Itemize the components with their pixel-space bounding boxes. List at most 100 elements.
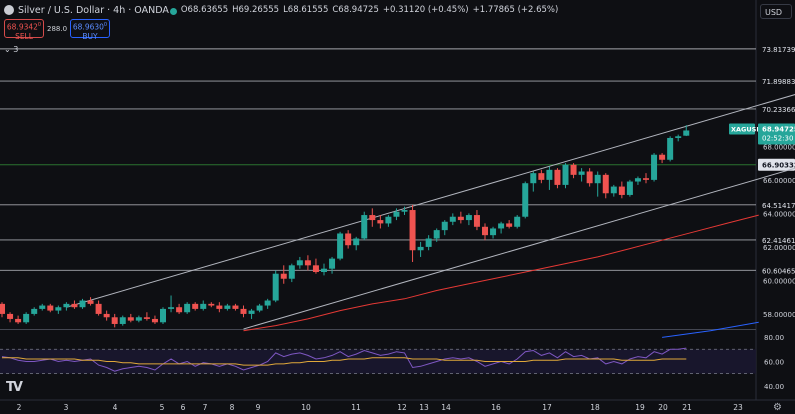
candle-body [683,130,690,136]
candle-body [47,305,54,311]
candle-body [329,258,336,269]
candle-body [63,303,70,308]
candle-body [87,300,94,304]
chart-header: Silver / U.S. Dollar · 4h · OANDA O68.63… [4,2,558,18]
x-tick-label: 7 [203,403,208,412]
candle-body [602,174,609,194]
x-tick-label: 6 [181,403,186,412]
ohlc-close: C68.94725 [332,5,379,15]
symbol-title[interactable]: Silver / U.S. Dollar · 4h · OANDA [18,4,169,16]
x-tick-label: 4 [113,403,118,412]
candle-body [71,303,78,308]
x-tick-label: 17 [542,403,552,412]
buy-label: BUY [82,31,98,41]
channel-upper-line [66,94,795,308]
moving-average-blue [662,321,759,338]
candle-body [465,215,472,221]
symbol-tag-box [729,123,755,135]
rsi-tick-label: 60.00 [764,358,784,366]
x-tick-label: 10 [301,403,311,412]
level-label: 73.81739 [762,46,795,54]
candle-body [651,154,658,180]
buy-price: 68.9630 [72,22,104,32]
candle-body [449,216,456,222]
level-label: 64.51417 [762,202,795,210]
candle-body [586,171,593,184]
ohlc-high: H69.26555 [232,5,280,15]
buy-price-sup: 0 [103,22,108,28]
candle-body [417,246,424,251]
candle-body [594,174,601,184]
candle-body [369,215,376,221]
candle-body [272,273,279,301]
candle-body [79,300,86,308]
chevron-down-icon: ⌄ [4,45,11,54]
gear-icon[interactable]: ⚙ [773,402,782,413]
channel-lower-line [243,167,795,330]
x-tick-label: 2 [17,403,22,412]
candle-body [264,300,271,306]
candle-body [554,169,561,185]
candle-body [522,183,529,217]
countdown-label: 02:52:30 [762,134,793,142]
x-tick-label: 3 [64,403,69,412]
spread-value: 288.0 [47,24,68,33]
candle-body [248,310,255,314]
silver-symbol-icon [4,5,14,15]
indicators-toggle[interactable]: ⌄ 3 [4,45,18,54]
candle-body [184,303,191,313]
sell-price: 68.9342 [6,22,38,32]
candle-body [393,211,400,217]
candle-body [15,318,22,323]
x-tick-label: 18 [590,403,600,412]
symbol-tag: XAGUSD [731,125,762,133]
ohlc-change-total: +1.77865 (+2.65%) [472,5,559,15]
x-tick-label: 13 [419,403,429,412]
candle-body [168,307,175,309]
x-tick-label: 14 [441,403,451,412]
currency-label: USD [765,8,783,17]
candle-body [95,303,102,314]
sell-button[interactable]: 68.93420 SELL [4,19,44,41]
candle-body [530,173,537,184]
candle-body [337,233,344,259]
indicators-count: 3 [13,45,19,54]
buy-button[interactable]: 68.96300 BUY [70,19,110,41]
y-tick-label: 58.00000 [763,311,795,319]
candle-body [304,260,311,266]
candle-body [361,215,368,239]
candle-body [103,313,110,318]
candle-body [409,210,416,251]
candle-body [127,317,134,321]
candle-body [321,268,327,273]
candle-body [119,317,126,324]
candle-body [578,171,585,175]
candle-body [675,136,682,138]
market-status-icon [170,8,177,15]
candle-body [232,305,239,309]
last-price-box [758,123,795,145]
last-price-label: 68.94725 [762,125,795,133]
candle-body [457,216,464,221]
y-tick-label: 60.00000 [763,277,795,285]
candle-body [610,186,617,194]
candle-body [385,216,392,224]
candle-body [538,173,545,180]
currency-select[interactable]: USD [760,4,792,19]
level-label: 70.23366 [762,106,795,114]
x-tick-label: 16 [491,403,501,412]
candle-body [39,305,46,309]
x-tick-label: 9 [256,403,261,412]
level-label-box [758,158,795,171]
candle-body [192,303,199,309]
x-tick-label: 11 [351,403,361,412]
candle-body [143,317,150,319]
rsi-tick-label: 80.00 [764,334,784,342]
candle-body [345,233,352,246]
ohlc-change: +0.31120 (+0.45%) [382,5,469,15]
candle-body [643,178,649,180]
ohlc-open: O68.63655 [180,5,229,15]
candle-body [514,216,521,227]
candle-body [256,305,263,311]
